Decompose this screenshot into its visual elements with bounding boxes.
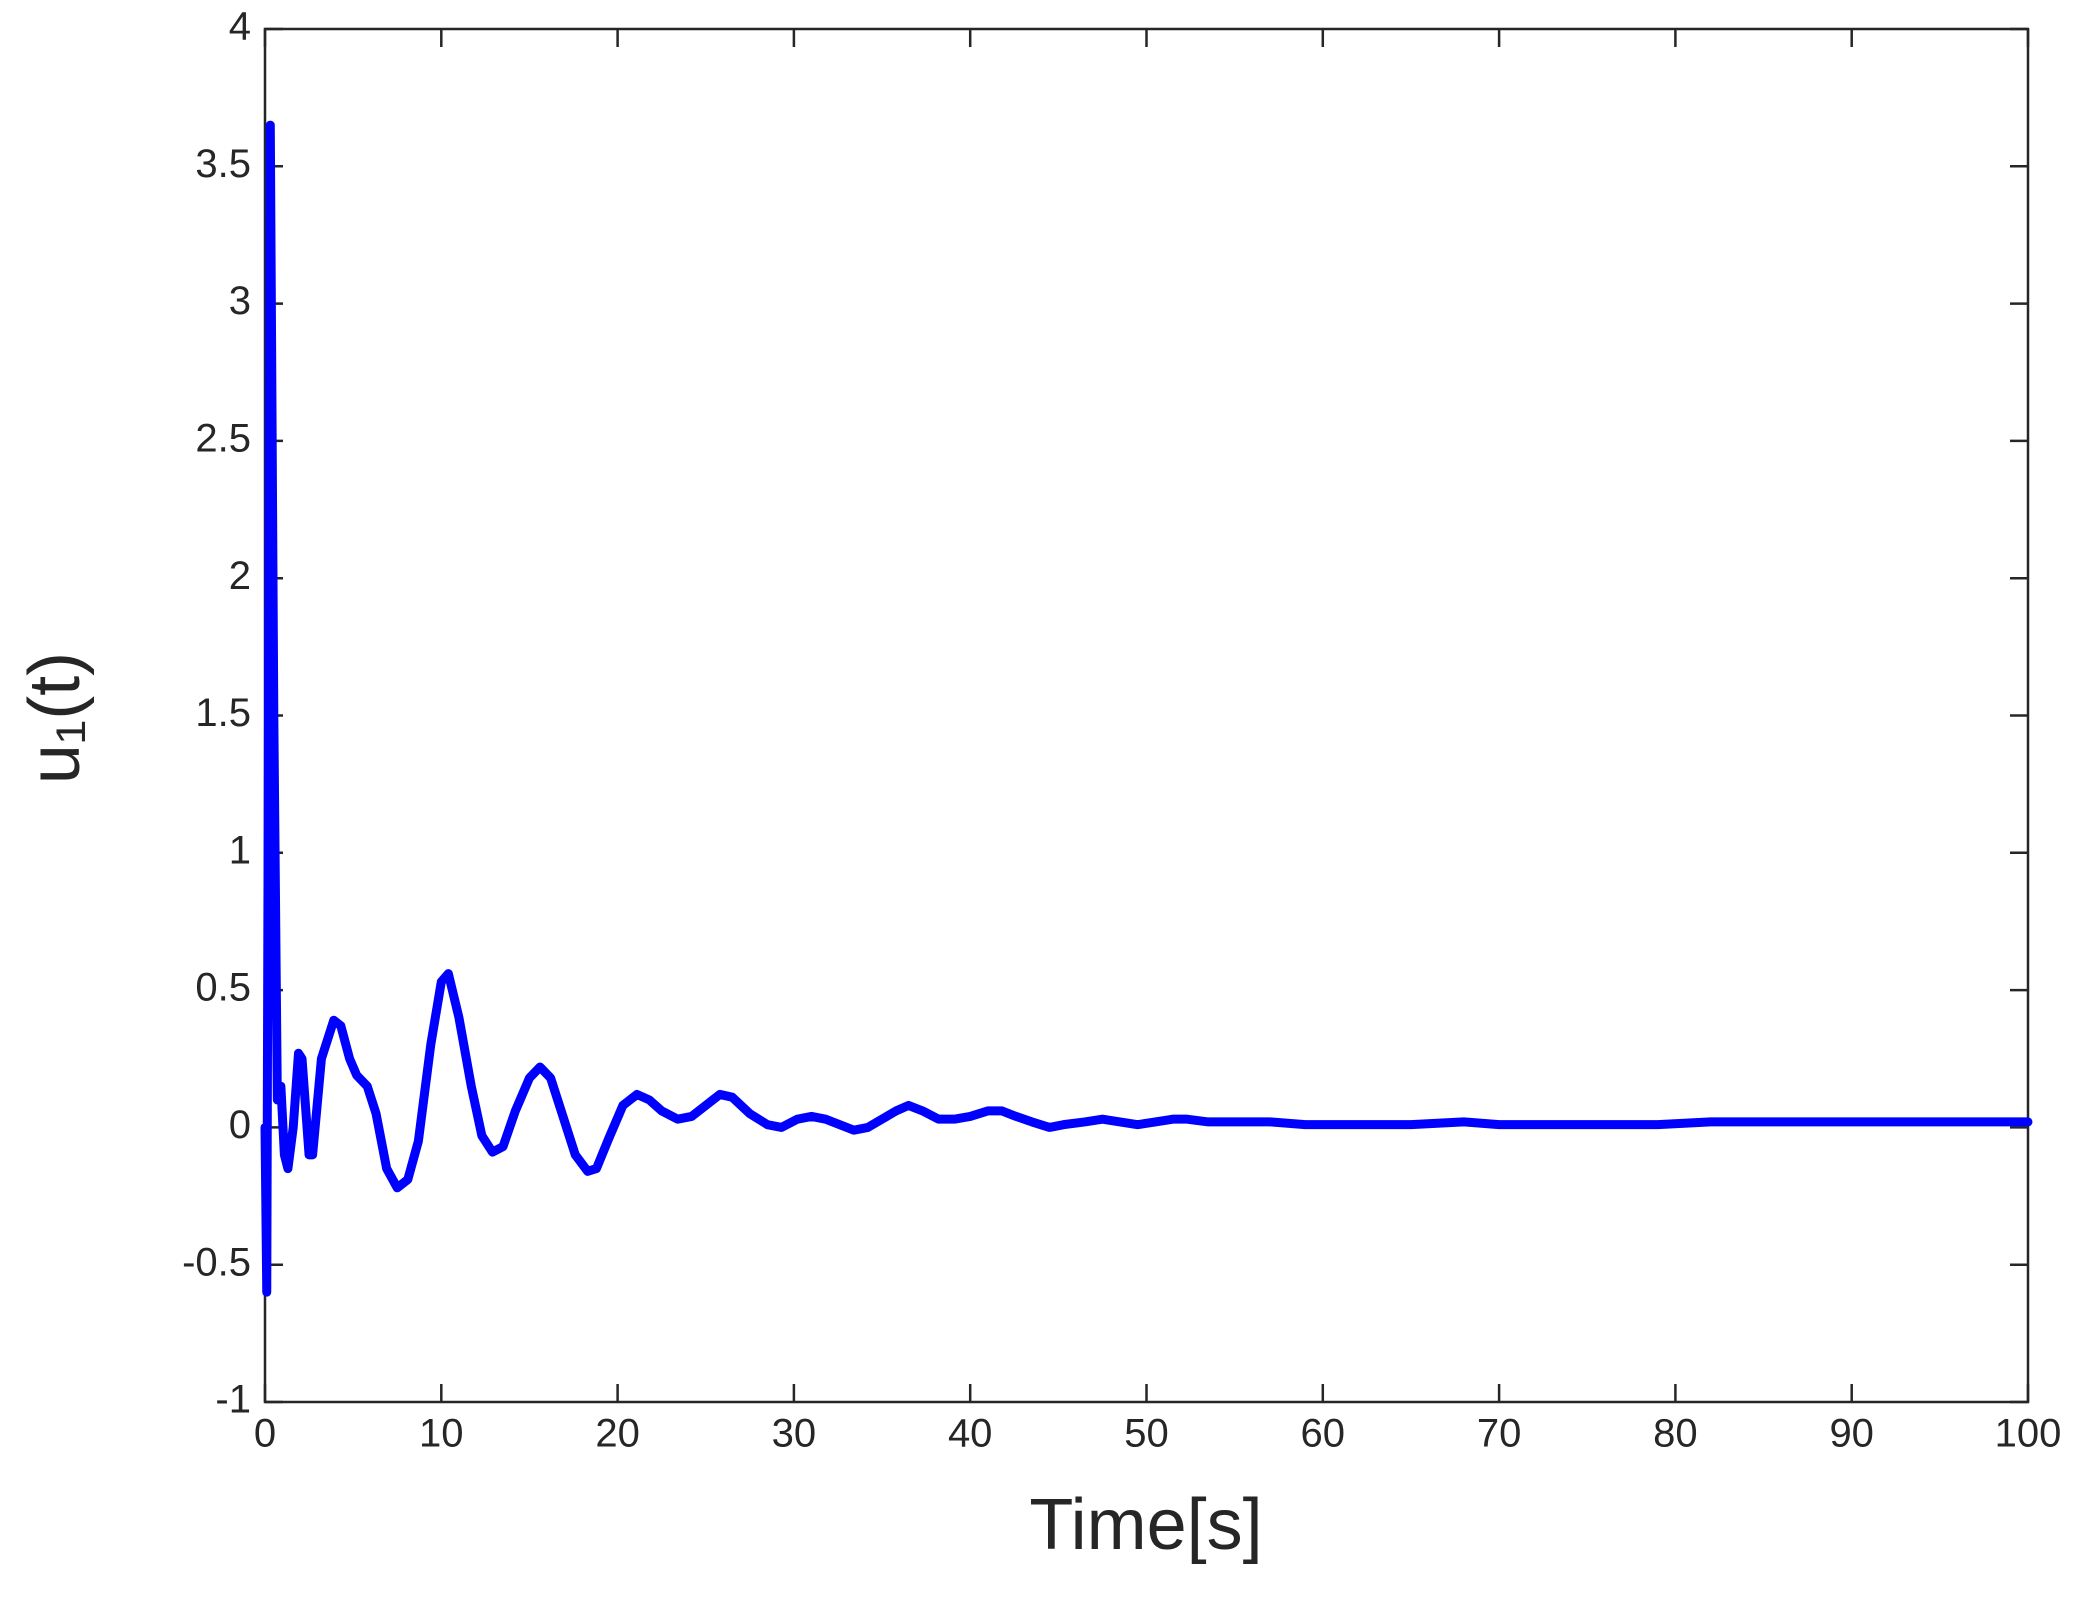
y-tick-label: 0	[229, 1103, 251, 1147]
y-tick-label: 1.5	[195, 691, 251, 735]
y-tick-label: 1	[229, 828, 251, 872]
y-axis-label: u₁(t)	[15, 652, 95, 784]
x-axis-label: Time[s]	[1029, 1485, 1262, 1565]
y-tick-label: 2.5	[195, 416, 251, 460]
y-tick-label: 4	[229, 5, 251, 49]
y-tick-label: 3	[229, 279, 251, 323]
data-line	[260, 120, 2033, 1297]
x-tick-label: 60	[1301, 1412, 1346, 1456]
x-tick-label: 70	[1477, 1412, 1522, 1456]
plot-area	[263, 27, 2030, 1404]
y-tick-label: -1	[215, 1378, 251, 1422]
y-tick-label: -0.5	[182, 1240, 251, 1284]
x-tick-label: 90	[1829, 1412, 1874, 1456]
x-tick-label: 40	[948, 1412, 993, 1456]
x-tick-label: 50	[1124, 1412, 1169, 1456]
x-tick-label: 30	[772, 1412, 817, 1456]
x-tick-label: 100	[1995, 1412, 2062, 1456]
y-tick-label: 2	[229, 554, 251, 598]
x-tick-label: 10	[419, 1412, 464, 1456]
x-tick-label: 80	[1653, 1412, 1698, 1456]
x-tick-label: 0	[254, 1412, 276, 1456]
y-tick-label: 3.5	[195, 142, 251, 186]
x-tick-label: 20	[595, 1412, 640, 1456]
y-tick-label: 0.5	[195, 966, 251, 1010]
